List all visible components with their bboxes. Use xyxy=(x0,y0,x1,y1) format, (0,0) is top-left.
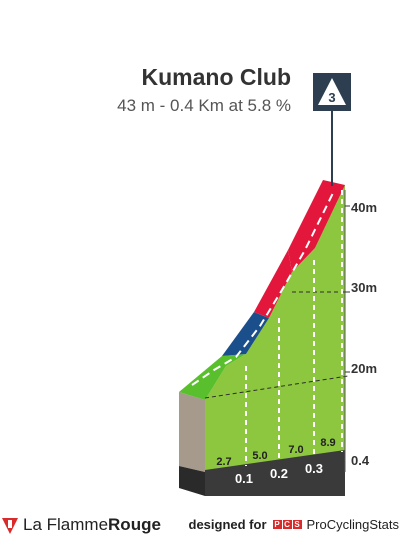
category-label: 3 xyxy=(328,90,335,105)
gradient-label-1: 2.7 xyxy=(216,456,231,468)
distance-label-1: 0.1 xyxy=(235,471,253,486)
profile-base-left xyxy=(179,466,205,496)
ribbon-segment-4 xyxy=(288,180,345,272)
distance-end-label: 0.4 xyxy=(351,453,370,468)
pcs-credit: designed for P C S ProCyclingStats xyxy=(189,517,400,532)
altitude-label-40: 40m xyxy=(351,200,377,215)
profile-fill xyxy=(205,185,345,472)
distance-label-2: 0.2 xyxy=(270,466,288,481)
brand-bold: Rouge xyxy=(108,515,161,534)
brand-text: La FlammeRouge xyxy=(23,515,161,535)
brand-regular: La Flamme xyxy=(23,515,109,534)
gradient-label-2: 5.0 xyxy=(252,450,267,462)
climb-stats: 43 m - 0.4 Km at 5.8 % xyxy=(117,96,291,115)
profile-base xyxy=(205,450,345,472)
pcs-logo-s: S xyxy=(292,520,302,529)
climb-title: Kumano Club xyxy=(141,64,292,90)
distance-label-3: 0.3 xyxy=(305,461,323,476)
pcs-logo-p: P xyxy=(272,520,282,529)
gradient-label-4: 8.9 xyxy=(320,437,335,449)
flamme-rouge-brand: La FlammeRouge xyxy=(2,515,161,535)
ribbon-segment-2 xyxy=(222,312,269,356)
ribbon-segment-1 xyxy=(179,354,246,400)
ribbon-segment-3 xyxy=(254,250,292,318)
gradient-label-3: 7.0 xyxy=(288,444,303,456)
pcs-logo-c: C xyxy=(282,520,292,529)
altitude-label-30: 30m xyxy=(351,280,377,295)
pcs-name: ProCyclingStats xyxy=(306,517,399,532)
altitude-label-20: 20m xyxy=(351,361,377,376)
profile-side-face xyxy=(179,392,205,472)
category-triangle-icon xyxy=(318,78,346,105)
profile-base-front xyxy=(205,472,345,496)
designed-for-label: designed for xyxy=(188,517,267,532)
ribbon-centerline xyxy=(191,190,335,386)
flamme-rouge-logo-bar xyxy=(8,520,12,528)
grid-line-20m xyxy=(204,375,349,399)
